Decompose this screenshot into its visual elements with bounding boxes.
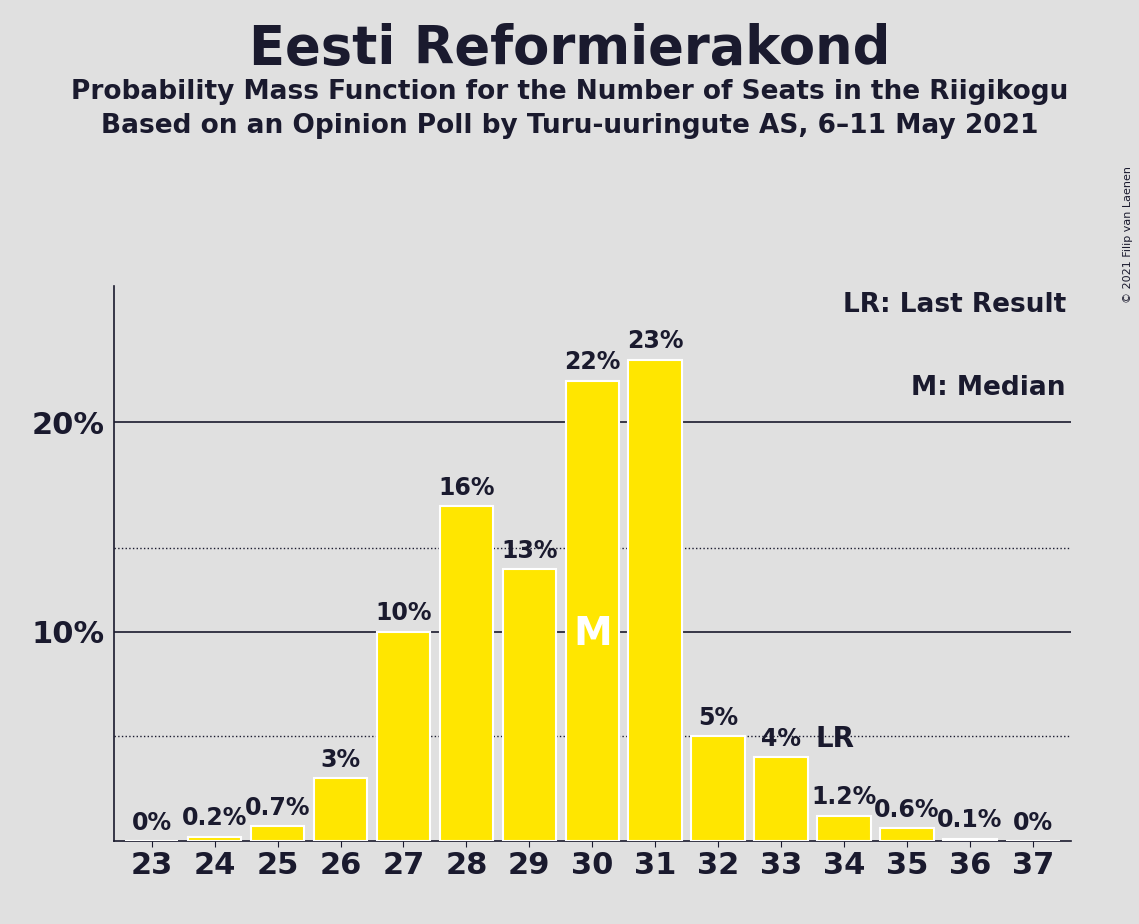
Text: 13%: 13% xyxy=(501,539,558,563)
Bar xyxy=(691,736,745,841)
Bar xyxy=(754,757,808,841)
Text: Eesti Reformierakond: Eesti Reformierakond xyxy=(248,23,891,75)
Text: 22%: 22% xyxy=(564,350,621,374)
Text: M: Median: M: Median xyxy=(911,375,1066,401)
Text: LR: Last Result: LR: Last Result xyxy=(843,292,1066,318)
Text: 0%: 0% xyxy=(1013,810,1052,834)
Text: Based on an Opinion Poll by Turu-uuringute AS, 6–11 May 2021: Based on an Opinion Poll by Turu-uuringu… xyxy=(100,113,1039,139)
Text: 0%: 0% xyxy=(132,810,172,834)
Text: 5%: 5% xyxy=(698,706,738,730)
Bar xyxy=(629,359,682,841)
Text: 1.2%: 1.2% xyxy=(811,785,877,809)
Text: 16%: 16% xyxy=(439,476,494,500)
Bar xyxy=(313,778,367,841)
Text: 0.2%: 0.2% xyxy=(182,807,247,831)
Text: Probability Mass Function for the Number of Seats in the Riigikogu: Probability Mass Function for the Number… xyxy=(71,79,1068,104)
Bar xyxy=(502,569,556,841)
Text: 10%: 10% xyxy=(375,602,432,626)
Text: 0.6%: 0.6% xyxy=(875,798,940,822)
Bar xyxy=(818,816,871,841)
Text: M: M xyxy=(573,614,612,652)
Text: 23%: 23% xyxy=(626,329,683,353)
Text: 4%: 4% xyxy=(761,727,801,751)
Text: 3%: 3% xyxy=(320,748,361,772)
Bar xyxy=(188,836,241,841)
Text: LR: LR xyxy=(816,725,854,753)
Bar xyxy=(943,839,997,841)
Bar xyxy=(377,632,431,841)
Text: © 2021 Filip van Laenen: © 2021 Filip van Laenen xyxy=(1123,166,1133,303)
Bar xyxy=(251,826,304,841)
Text: 0.7%: 0.7% xyxy=(245,796,310,820)
Bar xyxy=(566,381,618,841)
Text: 0.1%: 0.1% xyxy=(937,808,1002,833)
Bar xyxy=(880,828,934,841)
Bar xyxy=(440,506,493,841)
